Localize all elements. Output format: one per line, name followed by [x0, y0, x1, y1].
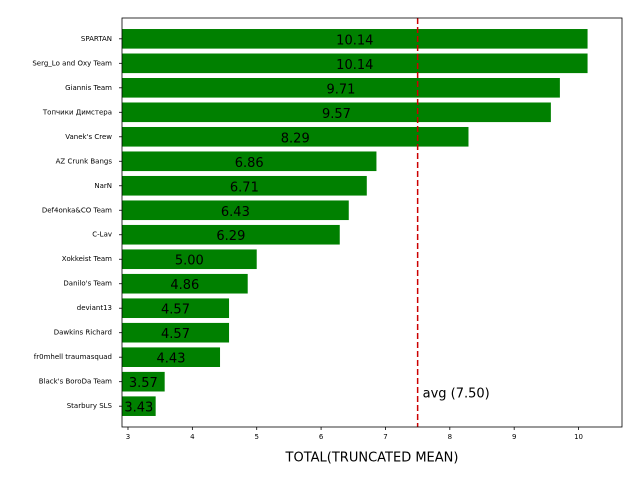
- value-label: 5.00: [175, 254, 204, 269]
- value-label: 6.29: [216, 229, 245, 244]
- value-label: 6.86: [235, 156, 264, 171]
- y-tick-label: Starbury SLS: [67, 402, 113, 410]
- value-label: 3.57: [129, 376, 158, 391]
- y-tick-label: AZ Crunk Bangs: [56, 157, 113, 165]
- value-label: 3.43: [124, 401, 153, 416]
- y-tick-label: Xokkeist Team: [62, 255, 112, 263]
- value-label: 8.29: [281, 131, 310, 146]
- y-tick-label: Serg_Lo and Oxy Team: [32, 59, 112, 67]
- value-label: 6.43: [221, 205, 250, 220]
- value-label: 10.14: [336, 58, 373, 73]
- bar: [122, 273, 248, 294]
- bar: [122, 78, 560, 98]
- plot-frame: [121, 17, 623, 428]
- x-tick-label: 9: [512, 433, 516, 441]
- y-tick-label: C-Lav: [92, 231, 112, 239]
- x-tick-label: 10: [574, 433, 583, 441]
- value-label: 9.71: [326, 82, 355, 97]
- value-label: 4.86: [170, 278, 199, 293]
- x-tick-label: 4: [190, 433, 195, 441]
- value-label: 10.14: [336, 33, 373, 48]
- bar: [122, 396, 156, 416]
- bar: [122, 322, 230, 343]
- value-label: 9.57: [322, 107, 351, 122]
- y-tick-label: Dawkins Richard: [54, 329, 112, 337]
- bar: [122, 298, 230, 319]
- y-tick-label: Danilo's Team: [63, 280, 112, 288]
- bar: [122, 200, 349, 221]
- x-tick-label: 8: [448, 433, 452, 441]
- avg-annotation: avg (7.50): [423, 387, 490, 402]
- y-tick-label: Def4onka&CO Team: [42, 206, 112, 214]
- y-tick-label: fr0mhell traumasquad: [34, 353, 112, 361]
- bar: [122, 175, 367, 196]
- bar: [122, 29, 588, 49]
- bar: [122, 151, 377, 172]
- bar: [122, 224, 340, 245]
- y-tick-label: deviant13: [77, 304, 112, 312]
- x-tick-label: 6: [319, 433, 324, 441]
- bar: [122, 347, 221, 367]
- bar: [122, 249, 257, 270]
- x-tick-label: 5: [254, 433, 258, 441]
- bar: [122, 53, 588, 74]
- y-tick-label: Vanek's Crew: [65, 133, 112, 141]
- y-tick-label: NarN: [94, 182, 112, 190]
- x-axis-label: TOTAL(TRUNCATED MEAN): [285, 451, 459, 466]
- x-tick-label: 7: [383, 433, 387, 441]
- y-tick-label: Giannis Team: [65, 84, 112, 92]
- value-label: 6.71: [230, 180, 259, 195]
- value-label: 4.57: [161, 303, 190, 318]
- y-tick-label: SPARTAN: [81, 35, 112, 43]
- bar: [122, 371, 165, 392]
- bar: [122, 126, 469, 147]
- x-tick-label: 3: [126, 433, 130, 441]
- y-tick-label: Топчики Димстера: [42, 108, 112, 116]
- bar: [122, 102, 551, 123]
- value-label: 4.43: [157, 352, 186, 367]
- y-tick-label: Black's BoroDa Team: [39, 378, 112, 386]
- value-label: 4.57: [161, 327, 190, 342]
